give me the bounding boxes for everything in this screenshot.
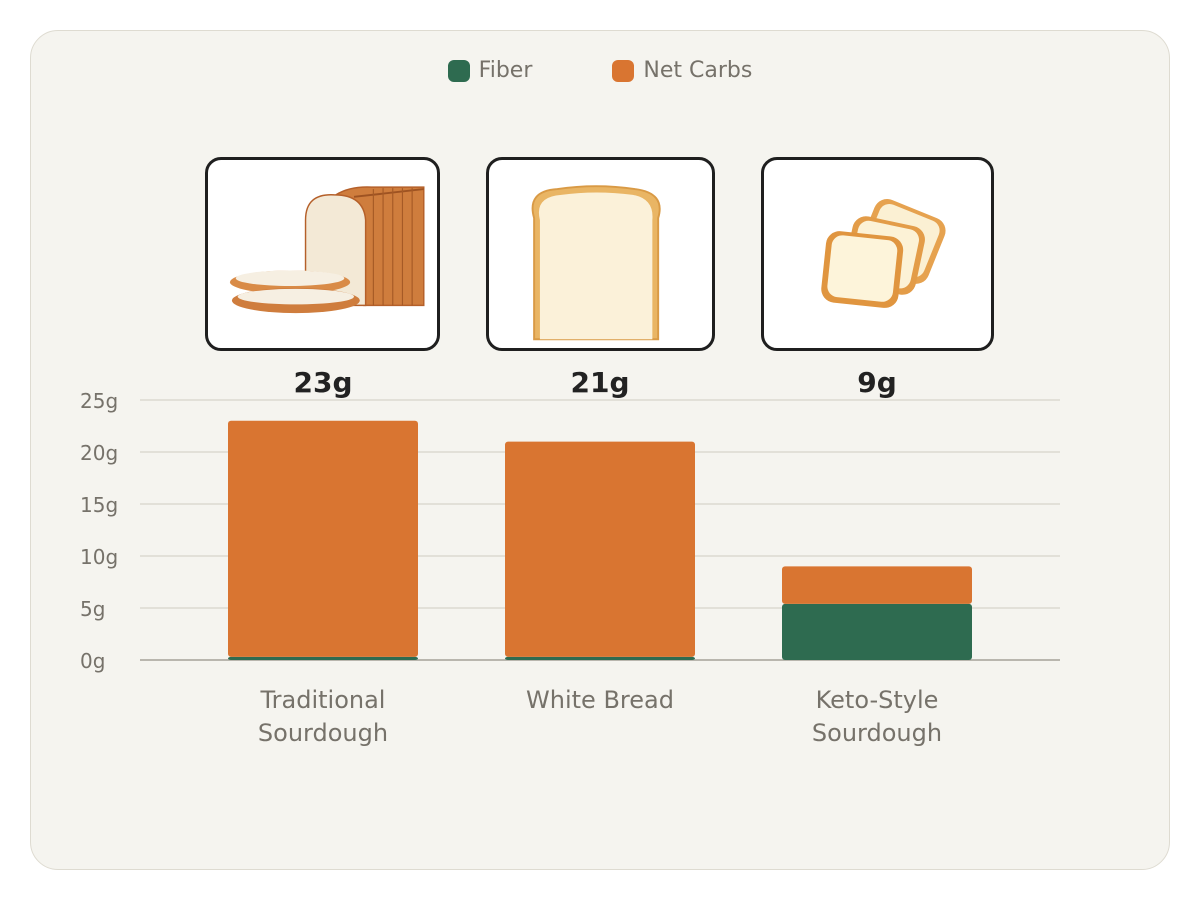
legend-label-net-carbs: Net Carbs bbox=[643, 58, 753, 83]
category-label: Traditional Sourdough bbox=[257, 686, 389, 747]
bar-net-carbs bbox=[228, 420, 418, 657]
toast-slices-icon bbox=[761, 157, 994, 351]
legend-label-fiber: Fiber bbox=[478, 58, 533, 83]
legend-item-net-carbs: Net Carbs bbox=[612, 58, 752, 83]
bar-net-carbs bbox=[505, 441, 695, 657]
y-tick-label: 15g bbox=[80, 493, 118, 517]
y-tick-label: 10g bbox=[80, 545, 118, 569]
legend-swatch-net-carbs bbox=[612, 59, 635, 82]
total-label: 9g bbox=[857, 366, 897, 399]
bar-net-carbs bbox=[782, 566, 972, 604]
chart-legend: Fiber Net Carbs bbox=[0, 58, 1200, 83]
total-label: 21g bbox=[570, 366, 629, 399]
total-label: 23g bbox=[293, 366, 352, 399]
category-label: White Bread bbox=[526, 686, 674, 714]
bar-fiber bbox=[782, 603, 972, 660]
y-tick-label: 20g bbox=[80, 441, 118, 465]
bar-fiber bbox=[228, 656, 418, 660]
bar-fiber bbox=[505, 656, 695, 660]
category-label: Keto-Style Sourdough bbox=[811, 686, 943, 747]
legend-swatch-fiber bbox=[447, 59, 470, 82]
bread-loaf-icon bbox=[205, 157, 440, 351]
y-tick-label: 25g bbox=[80, 389, 118, 413]
bread-slice-icon bbox=[486, 157, 715, 351]
y-tick-label: 0g bbox=[80, 649, 105, 673]
legend-item-fiber: Fiber bbox=[447, 58, 533, 83]
y-tick-label: 5g bbox=[80, 597, 105, 621]
